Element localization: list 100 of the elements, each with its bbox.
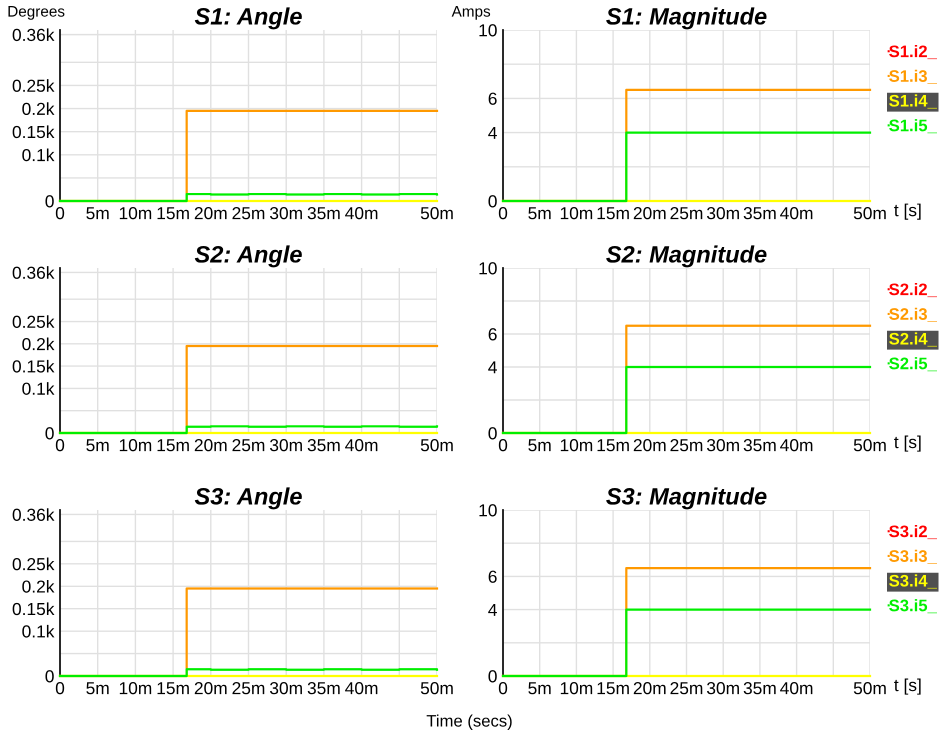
x-tick-label: 20m <box>634 207 666 220</box>
legend-label: S1.i5_ <box>889 119 938 134</box>
x-tick-label: 0 <box>498 682 508 694</box>
x-tick-label: 35m <box>744 207 776 220</box>
legend-label: S1.i2_ <box>889 45 938 60</box>
text: S3.i4_ <box>889 574 938 589</box>
y-tick-label: 0 <box>45 670 54 682</box>
x-tick-label: 20m <box>194 207 227 220</box>
y-tick-label: 10 <box>479 504 497 516</box>
x-tick-label: 30m <box>706 439 739 452</box>
x-tick-label: 0 <box>498 207 508 220</box>
legend-label: S2.i2_ <box>889 283 938 298</box>
x-tick-label: 40m <box>345 682 378 694</box>
y-tick-label: 0.2k <box>22 102 54 116</box>
y-axis-title: Degrees <box>8 6 64 20</box>
x-tick-label: 40m <box>780 207 812 220</box>
y-tick-label: 6 <box>488 92 497 105</box>
legend-label: S2.i3_ <box>889 308 938 322</box>
x-tick-label: 15m <box>158 439 189 452</box>
chart-title: S2: Magnitude <box>606 245 767 268</box>
x-tick-label: 50m <box>854 682 886 694</box>
legend-label: S3.i2_ <box>889 525 938 540</box>
x-tick-label: 10m <box>560 682 592 694</box>
x-tick-label: 30m <box>270 207 302 220</box>
legend-label: S3.i5_ <box>889 599 938 614</box>
legend-label: S2.i5_ <box>889 357 938 372</box>
x-tick-label: 25m <box>670 207 702 220</box>
y-axis-title: Amps <box>452 6 490 20</box>
text: Time (secs) <box>426 714 512 730</box>
text: S1.i4_ <box>889 94 938 109</box>
x-tick-label: 25m <box>232 682 264 694</box>
x-tick-label: 25m <box>232 207 264 220</box>
x-tick-label: 10m <box>120 439 152 452</box>
x-tick-label: 15m <box>598 207 629 220</box>
x-tick-label: 25m <box>232 439 264 452</box>
chart-title: S3: Angle <box>194 487 302 510</box>
x-tick-label: 20m <box>194 682 227 694</box>
y-tick-label: 0 <box>488 670 497 682</box>
x-tick-label: 50m <box>854 439 886 452</box>
y-tick-label: 0.15k <box>12 360 54 373</box>
chart-title: S1: Magnitude <box>606 7 767 30</box>
x-tick-label: 25m <box>670 682 702 694</box>
y-tick-label: 0.1k <box>22 382 54 395</box>
x-tick-label: 30m <box>270 682 302 694</box>
x-tick-label: 5m <box>86 682 109 694</box>
x-tick-label: 35m <box>308 682 340 694</box>
x-tick-label: 35m <box>308 439 340 452</box>
x-tick-label: 10m <box>120 682 152 694</box>
x-tick-label: 15m <box>598 682 629 694</box>
x-tick-label: 35m <box>744 439 776 452</box>
x-tick-label: 5m <box>528 682 551 694</box>
y-tick-label: 4 <box>488 126 497 139</box>
y-tick-label: 6 <box>488 328 497 340</box>
x-tick-label: 20m <box>634 439 666 452</box>
y-tick-label: 6 <box>488 570 497 583</box>
y-tick-label: 4 <box>488 361 497 374</box>
x-tick-label: 5m <box>528 439 551 452</box>
x-tick-label: 25m <box>670 439 702 452</box>
x-tick-label: 5m <box>86 207 109 220</box>
x-tick-label: 35m <box>744 682 776 694</box>
y-tick-label: 10 <box>479 24 497 36</box>
x-tick-label: 30m <box>270 439 302 452</box>
x-tick-label: 50m <box>854 207 886 220</box>
x-tick-label: 30m <box>706 682 739 694</box>
x-tick-label: 40m <box>780 439 812 452</box>
x-tick-label: 5m <box>528 207 551 220</box>
x-tick-label: 15m <box>598 439 629 452</box>
chart-title: S1: Angle <box>194 7 302 30</box>
x-tick-label: 0 <box>498 439 508 452</box>
chart-title: S3: Magnitude <box>606 487 767 510</box>
legend-label: S1.i3_ <box>889 70 938 84</box>
x-tick-label: 5m <box>86 439 109 452</box>
x-tick-label: 35m <box>308 207 340 220</box>
x-tick-label: 20m <box>634 682 666 694</box>
x-tick-label: 10m <box>120 207 152 220</box>
x-tick-label: 0 <box>56 207 64 220</box>
legend-label: S3.i3_ <box>889 550 938 564</box>
x-tick-label: 10m <box>560 439 592 452</box>
y-tick-label: 0 <box>45 195 54 208</box>
y-tick-label: 0.25k <box>12 315 54 328</box>
x-tick-label: 50m <box>420 682 453 694</box>
y-tick-label: 0 <box>488 427 497 440</box>
x-tick-label: 20m <box>194 439 227 452</box>
x-tick-label: 30m <box>706 207 739 220</box>
x-axis-title: t [s] <box>894 435 921 452</box>
y-tick-label: 0 <box>45 427 54 440</box>
x-tick-label: 50m <box>420 207 453 220</box>
y-tick-label: 0.25k <box>12 79 54 92</box>
x-tick-label: 50m <box>420 439 453 452</box>
y-tick-label: 0.36k <box>12 266 54 279</box>
text: S2.i4_ <box>889 332 938 347</box>
x-axis-title: t [s] <box>894 204 921 220</box>
y-tick-label: 0.25k <box>12 558 54 570</box>
y-tick-label: 0.36k <box>12 508 54 521</box>
y-tick-label: 0.1k <box>22 624 54 638</box>
y-tick-label: 4 <box>488 604 497 616</box>
y-tick-label: 0.15k <box>12 602 54 616</box>
x-tick-label: 15m <box>158 682 189 694</box>
y-tick-label: 0.1k <box>22 148 54 162</box>
x-tick-label: 0 <box>56 682 64 694</box>
